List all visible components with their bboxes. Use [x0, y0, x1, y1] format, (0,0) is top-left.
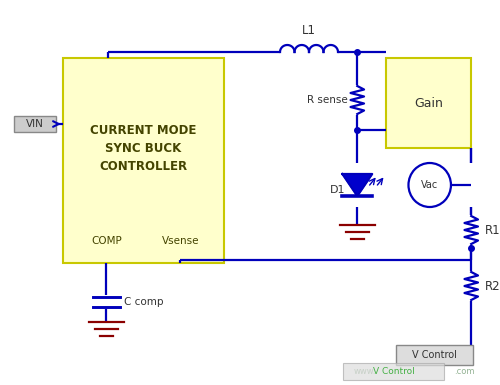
Text: COMP: COMP — [91, 236, 122, 246]
Polygon shape — [386, 58, 471, 148]
Text: R sense: R sense — [307, 95, 348, 105]
Polygon shape — [342, 174, 372, 196]
Text: R2: R2 — [485, 280, 500, 293]
Text: Vsense: Vsense — [162, 236, 199, 246]
Text: www.: www. — [354, 368, 376, 377]
Polygon shape — [63, 58, 224, 263]
Text: CURRENT MODE: CURRENT MODE — [90, 124, 196, 137]
Text: V Control: V Control — [373, 368, 415, 377]
Text: D1: D1 — [330, 185, 345, 195]
Text: R1: R1 — [485, 224, 500, 236]
Text: SYNC BUCK: SYNC BUCK — [106, 142, 182, 154]
Polygon shape — [396, 345, 473, 365]
Text: CONTROLLER: CONTROLLER — [100, 159, 188, 172]
Text: VIN: VIN — [26, 119, 44, 129]
Text: L1: L1 — [302, 23, 316, 37]
Polygon shape — [14, 116, 56, 132]
Text: .com: .com — [454, 368, 474, 377]
Text: C comp: C comp — [124, 297, 163, 307]
Text: Gain: Gain — [414, 97, 443, 109]
Polygon shape — [343, 363, 444, 380]
Text: Vac: Vac — [421, 180, 438, 190]
Text: V Control: V Control — [412, 350, 457, 360]
